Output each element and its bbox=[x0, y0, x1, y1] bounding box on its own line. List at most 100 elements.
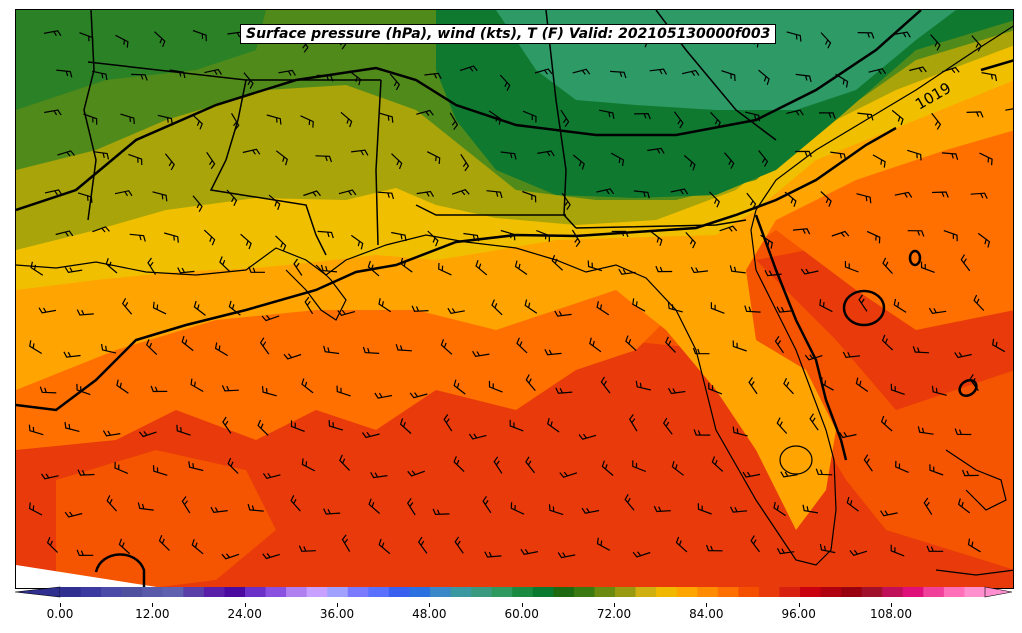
wind-barb bbox=[266, 114, 282, 125]
colorbar-cell bbox=[327, 587, 349, 597]
colorbar-cell bbox=[820, 587, 842, 597]
isobar-northeast bbox=[980, 59, 1013, 72]
colorbar-cell bbox=[162, 587, 184, 597]
wind-barb bbox=[881, 334, 894, 351]
wind-barb bbox=[114, 190, 133, 197]
wind-barb bbox=[941, 66, 960, 74]
lake-okeechobee bbox=[779, 445, 813, 475]
colorbar-tick-label: 108.00 bbox=[870, 607, 912, 621]
wind-barb bbox=[596, 188, 615, 195]
wind-barb bbox=[544, 349, 562, 356]
wind-barb bbox=[460, 153, 470, 172]
wind-barb bbox=[750, 535, 760, 553]
wind-barb bbox=[624, 494, 635, 511]
wind-barb bbox=[228, 300, 241, 316]
map-canvas: 1019 bbox=[16, 10, 1013, 588]
wind-barb bbox=[729, 506, 748, 513]
wind-barb bbox=[537, 150, 555, 157]
wind-barb bbox=[416, 190, 435, 197]
isobars bbox=[16, 10, 1013, 588]
wind-barb bbox=[681, 69, 700, 76]
wind-barb bbox=[842, 351, 861, 358]
wind-barb bbox=[131, 73, 148, 81]
colorbar-cell bbox=[491, 587, 513, 597]
wind-barb bbox=[378, 112, 394, 123]
wind-barb bbox=[912, 346, 930, 354]
wind-barb bbox=[323, 508, 341, 515]
colorbar-tick-mark bbox=[152, 603, 154, 607]
wind-barb bbox=[447, 307, 465, 314]
wind-barb bbox=[222, 416, 232, 434]
colorbar-extend-right bbox=[984, 586, 1013, 598]
wind-barb bbox=[857, 112, 874, 121]
wind-barb bbox=[304, 296, 314, 315]
wind-barb bbox=[290, 420, 305, 432]
wind-barb bbox=[561, 192, 571, 211]
wind-barb bbox=[377, 191, 395, 200]
band-dark-green-west bbox=[16, 10, 266, 110]
wind-barb bbox=[928, 307, 947, 314]
wind-barb bbox=[259, 337, 270, 355]
isobar-closed-low-2 bbox=[908, 249, 922, 267]
wind-barb bbox=[746, 192, 757, 210]
wind-barb bbox=[571, 229, 581, 248]
wind-barb bbox=[192, 195, 203, 212]
wind-barb bbox=[868, 68, 887, 75]
wind-barb bbox=[596, 537, 611, 551]
wind-barb bbox=[152, 465, 168, 476]
wind-barb bbox=[242, 148, 261, 155]
wind-barb bbox=[64, 421, 80, 432]
wind-barb bbox=[348, 70, 362, 86]
wind-barb bbox=[76, 309, 94, 316]
wind-barb bbox=[176, 424, 191, 436]
wind-barb bbox=[316, 74, 334, 82]
wind-barb bbox=[815, 468, 833, 476]
coast-cuba bbox=[935, 569, 1013, 576]
colorbar-tick-mark bbox=[706, 603, 708, 607]
wind-barb bbox=[844, 260, 859, 273]
wind-barb bbox=[278, 69, 296, 76]
wind-barb bbox=[863, 454, 873, 472]
colorbar-cell bbox=[800, 587, 822, 597]
wind-barb bbox=[724, 152, 735, 169]
wind-barb bbox=[893, 298, 907, 313]
wind-barb bbox=[262, 553, 280, 560]
wind-barb bbox=[693, 429, 711, 436]
colorbar-cell bbox=[841, 587, 863, 597]
colorbar-cell bbox=[532, 587, 554, 597]
colorbar-cell bbox=[758, 587, 780, 597]
wind-barb bbox=[784, 191, 797, 207]
wind-barb bbox=[992, 338, 1006, 353]
wind-barb bbox=[744, 111, 761, 122]
wind-barb bbox=[673, 111, 684, 129]
wind-barb bbox=[954, 428, 972, 436]
colorbar-cell bbox=[512, 587, 534, 597]
wind-barb bbox=[317, 230, 334, 239]
wind-barb bbox=[705, 544, 723, 552]
wind-barb bbox=[525, 456, 536, 474]
wind-barb bbox=[438, 262, 452, 276]
wind-barb bbox=[600, 376, 611, 394]
wind-barb bbox=[158, 534, 170, 551]
wind-barb bbox=[500, 151, 517, 160]
coast-gulf bbox=[16, 25, 1013, 566]
wind-barb bbox=[909, 66, 927, 73]
wind-barb bbox=[460, 65, 478, 72]
isobar-1019 bbox=[16, 10, 922, 212]
wind-barb bbox=[453, 456, 465, 473]
colorbar-cell bbox=[203, 587, 225, 597]
wind-barb bbox=[729, 265, 746, 274]
coast-bahamas bbox=[945, 449, 1007, 511]
wind-barb bbox=[665, 336, 676, 353]
wind-barb bbox=[440, 339, 453, 355]
wind-barb bbox=[169, 69, 186, 79]
wind-barb bbox=[164, 153, 175, 171]
wind-barb bbox=[957, 498, 971, 514]
colorbar-cells bbox=[14, 586, 1013, 598]
band-dark-orange-gulf bbox=[56, 450, 276, 588]
colorbar-tick-label: 0.00 bbox=[46, 607, 74, 621]
wind-barb bbox=[472, 350, 490, 358]
wind-barb bbox=[340, 111, 353, 128]
wind-barb bbox=[493, 456, 503, 474]
wind-barb bbox=[742, 471, 761, 478]
